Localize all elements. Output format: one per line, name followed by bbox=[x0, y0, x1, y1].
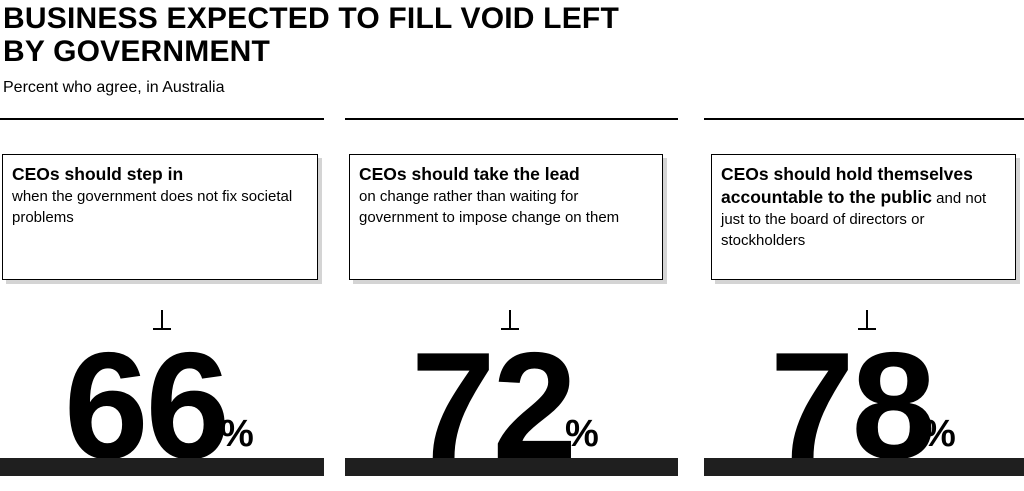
statement-bold-text: CEOs should hold themselves accountable … bbox=[721, 164, 973, 207]
chart-title: BUSINESS EXPECTED TO FILL VOID LEFT BY G… bbox=[3, 2, 619, 68]
statement-bold-text: CEOs should take the lead bbox=[359, 164, 580, 184]
percent-sign: % bbox=[565, 413, 599, 455]
statement-text: and not just to the board of directors o… bbox=[721, 190, 987, 249]
stat-panel-step-in: CEOs should step in when the government … bbox=[0, 118, 324, 491]
statement-text: on change rather than waiting for govern… bbox=[359, 188, 620, 226]
percent-value: 72 bbox=[411, 321, 577, 491]
connector-marker-icon bbox=[153, 310, 171, 330]
panel-top-rule bbox=[0, 118, 324, 120]
panel-top-rule bbox=[345, 118, 678, 120]
statement-bold-text: CEOs should step in bbox=[12, 164, 184, 184]
panel-top-rule bbox=[704, 118, 1024, 120]
connector-marker-icon bbox=[858, 310, 876, 330]
panel-bottom-bar bbox=[0, 458, 324, 476]
percent-value: 78 bbox=[770, 321, 936, 491]
percent-sign: % bbox=[220, 413, 254, 455]
connector-marker-icon bbox=[501, 310, 519, 330]
statement-card: CEOs should hold themselves accountable … bbox=[711, 154, 1016, 280]
statement-card: CEOs should take the lead on change rath… bbox=[349, 154, 663, 280]
percent-value: 66 bbox=[64, 321, 230, 491]
stat-panel-accountable: CEOs should hold themselves accountable … bbox=[704, 118, 1024, 491]
panel-bottom-bar bbox=[345, 458, 678, 476]
percent-sign: % bbox=[922, 413, 956, 455]
statement-card: CEOs should step in when the government … bbox=[2, 154, 318, 280]
chart-subtitle: Percent who agree, in Australia bbox=[3, 79, 225, 96]
panel-bottom-bar bbox=[704, 458, 1024, 476]
statement-text: when the government does not fix societa… bbox=[12, 188, 293, 226]
stat-panel-take-lead: CEOs should take the lead on change rath… bbox=[345, 118, 678, 491]
